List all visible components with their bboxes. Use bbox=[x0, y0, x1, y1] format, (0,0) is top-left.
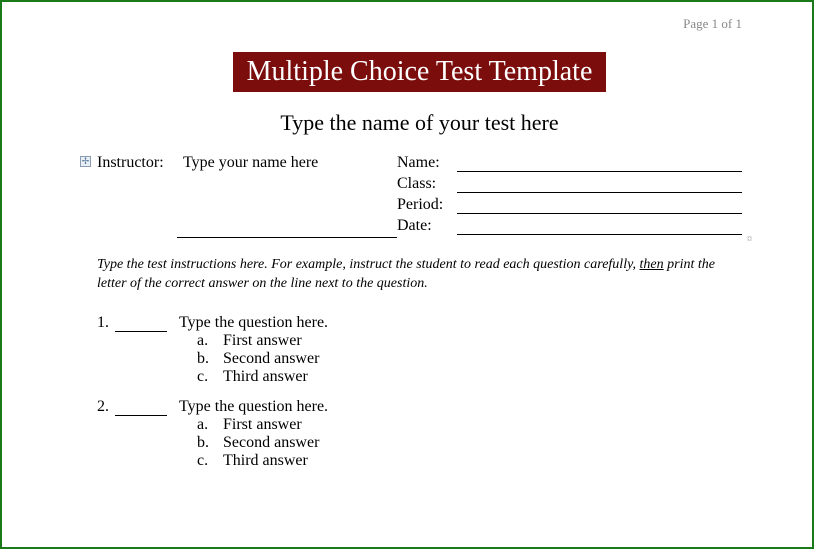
table-cell-marker-icon: ¤ bbox=[747, 234, 752, 245]
answer-text[interactable]: Second answer bbox=[223, 434, 319, 452]
document-body: ✢ Multiple Choice Test Template Type the… bbox=[2, 2, 812, 470]
answer-text[interactable]: Third answer bbox=[223, 368, 308, 386]
period-label: Period: bbox=[397, 196, 457, 214]
name-input[interactable] bbox=[457, 154, 742, 172]
answer-text[interactable]: Second answer bbox=[223, 350, 319, 368]
name-label: Name: bbox=[397, 154, 457, 172]
answer-option[interactable]: b. Second answer bbox=[97, 350, 742, 368]
student-fields: Name: Class: Period: Date: bbox=[397, 154, 742, 238]
instructor-input[interactable]: Type your name here bbox=[177, 154, 397, 238]
question-text[interactable]: Type the question here. bbox=[179, 398, 328, 416]
answer-blank[interactable] bbox=[115, 398, 167, 416]
instructor-label: Instructor: bbox=[97, 154, 177, 238]
answer-letter: c. bbox=[197, 368, 223, 386]
answer-option[interactable]: a. First answer bbox=[97, 332, 742, 350]
class-label: Class: bbox=[397, 175, 457, 193]
answer-letter: b. bbox=[197, 434, 223, 452]
instructions-then: then bbox=[640, 257, 664, 272]
answer-option[interactable]: c. Third answer bbox=[97, 368, 742, 386]
class-field: Class: bbox=[397, 175, 742, 193]
document-title[interactable]: Multiple Choice Test Template bbox=[233, 52, 607, 92]
info-table: Instructor: Type your name here Name: Cl… bbox=[97, 154, 742, 238]
answer-text[interactable]: First answer bbox=[223, 332, 302, 350]
question-1[interactable]: 1. Type the question here. a. First answ… bbox=[97, 314, 742, 386]
answer-letter: a. bbox=[197, 332, 223, 350]
question-number: 2. bbox=[97, 398, 115, 416]
date-input[interactable] bbox=[457, 217, 742, 235]
answer-option[interactable]: c. Third answer bbox=[97, 452, 742, 470]
period-input[interactable] bbox=[457, 196, 742, 214]
instructor-field: Instructor: Type your name here bbox=[97, 154, 397, 238]
table-anchor-icon: ✢ bbox=[80, 156, 91, 167]
answer-letter: c. bbox=[197, 452, 223, 470]
answer-option[interactable]: b. Second answer bbox=[97, 434, 742, 452]
period-field: Period: bbox=[397, 196, 742, 214]
test-name-placeholder[interactable]: Type the name of your test here bbox=[97, 110, 742, 136]
question-number: 1. bbox=[97, 314, 115, 332]
class-input[interactable] bbox=[457, 175, 742, 193]
answer-letter: a. bbox=[197, 416, 223, 434]
answer-blank[interactable] bbox=[115, 314, 167, 332]
question-text[interactable]: Type the question here. bbox=[179, 314, 328, 332]
answer-option[interactable]: a. First answer bbox=[97, 416, 742, 434]
question-2[interactable]: 2. Type the question here. a. First answ… bbox=[97, 398, 742, 470]
instructions-text[interactable]: Type the test instructions here. For exa… bbox=[97, 256, 742, 294]
answer-letter: b. bbox=[197, 350, 223, 368]
date-field: Date: bbox=[397, 217, 742, 235]
name-field: Name: bbox=[397, 154, 742, 172]
instructions-part1: Type the test instructions here. For exa… bbox=[97, 257, 640, 272]
answer-text[interactable]: First answer bbox=[223, 416, 302, 434]
answer-text[interactable]: Third answer bbox=[223, 452, 308, 470]
date-label: Date: bbox=[397, 217, 457, 235]
